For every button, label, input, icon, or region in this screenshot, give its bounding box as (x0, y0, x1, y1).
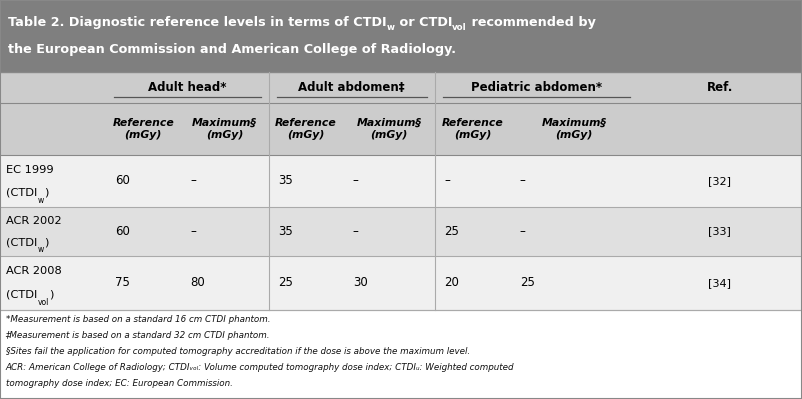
Text: –: – (353, 174, 358, 188)
Text: Adult abdomen‡: Adult abdomen‡ (298, 81, 405, 94)
Text: [32]: [32] (708, 176, 731, 186)
Text: or CTDI: or CTDI (395, 16, 452, 28)
Bar (0, 256, 802, 310)
Text: ACR: American College of Radiology; CTDIᵥₒₗ: Volume computed tomography dose ind: ACR: American College of Radiology; CTDI… (6, 363, 514, 371)
Text: the European Commission and American College of Radiology.: the European Commission and American Col… (8, 43, 456, 57)
Text: –: – (520, 225, 525, 238)
Text: 25: 25 (278, 277, 294, 290)
Text: –: – (520, 174, 525, 188)
Text: ): ) (44, 237, 48, 247)
Bar (0, 310, 802, 399)
Text: Pediatric abdomen*: Pediatric abdomen* (471, 81, 602, 94)
Text: ): ) (44, 188, 48, 198)
Text: tomography dose index; EC: European Commission.: tomography dose index; EC: European Comm… (6, 379, 233, 387)
Text: 25: 25 (520, 277, 535, 290)
Text: 80: 80 (190, 277, 205, 290)
Text: ): ) (49, 290, 54, 300)
Text: 30: 30 (353, 277, 367, 290)
Bar (0, 103, 802, 155)
Text: §Sites fail the application for computed tomography accreditation if the dose is: §Sites fail the application for computed… (6, 347, 470, 356)
Text: Maximum§
(mGy): Maximum§ (mGy) (541, 118, 606, 140)
Text: Maximum§
(mGy): Maximum§ (mGy) (356, 118, 422, 140)
Text: Ref.: Ref. (707, 81, 733, 94)
Text: Reference
(mGy): Reference (mGy) (442, 118, 503, 140)
Text: 25: 25 (444, 225, 460, 238)
Text: recommended by: recommended by (467, 16, 596, 28)
Text: [34]: [34] (708, 278, 731, 288)
Text: [33]: [33] (708, 227, 731, 237)
Text: Table 2. Diagnostic reference levels in terms of CTDI: Table 2. Diagnostic reference levels in … (8, 16, 387, 28)
Text: Reference
(mGy): Reference (mGy) (112, 118, 174, 140)
Text: ACR 2002: ACR 2002 (6, 216, 62, 226)
Text: Reference
(mGy): Reference (mGy) (275, 118, 337, 140)
Text: ‡Measurement is based on a standard 32 cm CTDI phantom.: ‡Measurement is based on a standard 32 c… (6, 331, 270, 340)
Text: 75: 75 (115, 277, 131, 290)
Text: EC 1999: EC 1999 (6, 164, 54, 174)
Bar (0, 207, 802, 256)
Text: (CTDI: (CTDI (6, 237, 38, 247)
Text: Maximum§
(mGy): Maximum§ (mGy) (192, 118, 257, 140)
Bar (0, 72, 802, 103)
Text: ACR 2008: ACR 2008 (6, 266, 63, 276)
Text: w: w (387, 23, 395, 32)
Text: w: w (38, 196, 44, 205)
Text: *Measurement is based on a standard 16 cm CTDI phantom.: *Measurement is based on a standard 16 c… (6, 315, 270, 324)
Text: 35: 35 (278, 225, 293, 238)
Text: –: – (444, 174, 450, 188)
Bar (0, 155, 802, 207)
Text: –: – (190, 225, 196, 238)
Text: (CTDI: (CTDI (6, 290, 38, 300)
Text: 60: 60 (115, 174, 131, 188)
Text: –: – (190, 174, 196, 188)
Text: –: – (353, 225, 358, 238)
Text: w: w (38, 245, 44, 254)
Text: 60: 60 (115, 225, 131, 238)
Text: vol: vol (452, 23, 467, 32)
Text: vol: vol (38, 298, 49, 308)
Text: Adult head*: Adult head* (148, 81, 226, 94)
Bar (0, 0, 802, 72)
Text: (CTDI: (CTDI (6, 188, 38, 198)
Text: 35: 35 (278, 174, 293, 188)
Text: 20: 20 (444, 277, 460, 290)
